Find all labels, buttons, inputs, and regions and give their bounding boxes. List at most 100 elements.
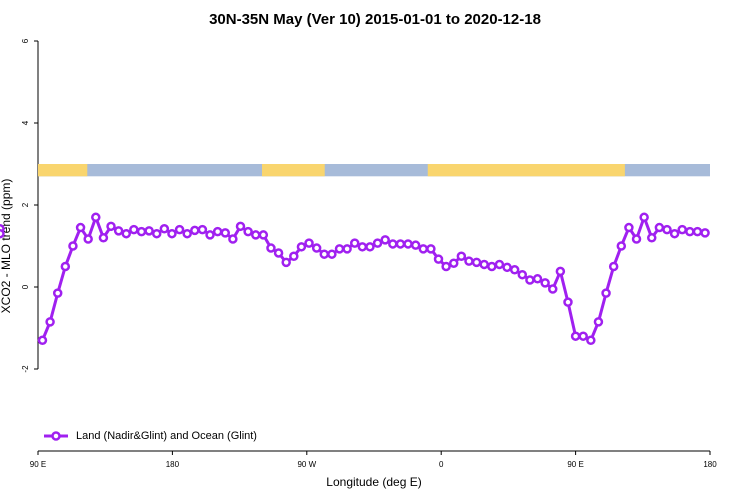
point xyxy=(258,230,269,240)
point xyxy=(418,244,429,254)
point xyxy=(349,238,360,248)
point xyxy=(365,242,375,252)
point xyxy=(685,226,695,237)
x-tick-label: 0 xyxy=(439,460,444,469)
y-tick-label: -2 xyxy=(21,365,30,373)
point xyxy=(197,224,208,235)
point xyxy=(60,261,71,272)
y-tick-label: 6 xyxy=(21,38,30,43)
point xyxy=(563,297,573,307)
point xyxy=(75,222,86,233)
point xyxy=(586,335,596,346)
point xyxy=(212,226,223,237)
point xyxy=(129,224,139,235)
point xyxy=(601,288,611,298)
point xyxy=(0,228,5,239)
point xyxy=(182,228,192,239)
point xyxy=(517,269,528,280)
point xyxy=(700,228,710,238)
point xyxy=(151,228,162,239)
point xyxy=(106,221,116,232)
point xyxy=(220,228,231,238)
point xyxy=(692,226,703,237)
point xyxy=(441,261,451,272)
land-band xyxy=(262,164,325,177)
point xyxy=(45,317,55,327)
point xyxy=(647,233,657,243)
point xyxy=(448,258,459,268)
point xyxy=(624,222,634,233)
land-band xyxy=(38,164,88,177)
point xyxy=(228,234,238,244)
point xyxy=(136,226,147,237)
point xyxy=(243,226,253,237)
point xyxy=(487,261,497,272)
point xyxy=(456,251,467,261)
x-axis-label: Longitude (deg E) xyxy=(326,475,421,489)
point xyxy=(677,224,687,235)
point xyxy=(410,240,421,250)
point xyxy=(98,233,109,243)
x-tick-label: 180 xyxy=(166,460,180,469)
point xyxy=(395,239,406,249)
point xyxy=(121,228,132,239)
point xyxy=(403,239,413,249)
y-tick-label: 0 xyxy=(21,284,30,289)
point xyxy=(639,212,649,223)
point xyxy=(532,274,543,284)
point xyxy=(52,288,63,298)
point xyxy=(578,331,588,341)
point xyxy=(388,239,398,249)
point xyxy=(669,228,680,239)
land-band xyxy=(427,164,625,177)
point xyxy=(525,275,535,285)
point xyxy=(357,242,368,252)
point xyxy=(327,249,337,259)
point xyxy=(540,278,550,288)
point xyxy=(654,222,665,233)
point xyxy=(662,224,672,235)
point xyxy=(570,331,581,341)
point xyxy=(91,212,101,223)
point xyxy=(144,226,154,236)
legend-label: Land (Nadir&Glint) and Ocean (Glint) xyxy=(76,430,257,442)
point xyxy=(631,234,642,244)
y-tick-label: 4 xyxy=(21,120,30,125)
point xyxy=(471,257,482,268)
point xyxy=(159,224,170,234)
point xyxy=(426,244,436,254)
point xyxy=(273,248,284,258)
point xyxy=(174,224,185,235)
x-tick-label: 90 W xyxy=(297,460,316,469)
point xyxy=(334,244,345,254)
point xyxy=(342,244,352,254)
point xyxy=(616,241,627,251)
point xyxy=(555,266,566,277)
point xyxy=(68,241,78,251)
point xyxy=(593,317,604,327)
point xyxy=(311,243,322,253)
point xyxy=(479,259,489,270)
point xyxy=(380,235,390,245)
point xyxy=(319,249,330,259)
point xyxy=(372,238,383,248)
point xyxy=(494,259,505,270)
point xyxy=(167,228,177,239)
point xyxy=(502,262,512,273)
point xyxy=(548,284,558,294)
point xyxy=(113,226,124,236)
legend-marker xyxy=(51,431,61,441)
point xyxy=(608,261,619,272)
x-tick-label: 90 E xyxy=(567,460,583,469)
point xyxy=(266,243,276,253)
point xyxy=(235,221,246,232)
point xyxy=(289,251,299,261)
point xyxy=(304,238,314,248)
point xyxy=(190,225,200,236)
point xyxy=(433,254,444,264)
point xyxy=(464,256,474,266)
point xyxy=(37,335,48,346)
y-axis-label: XCO2 - MLO trend (ppm) xyxy=(0,179,13,314)
point xyxy=(509,265,520,275)
